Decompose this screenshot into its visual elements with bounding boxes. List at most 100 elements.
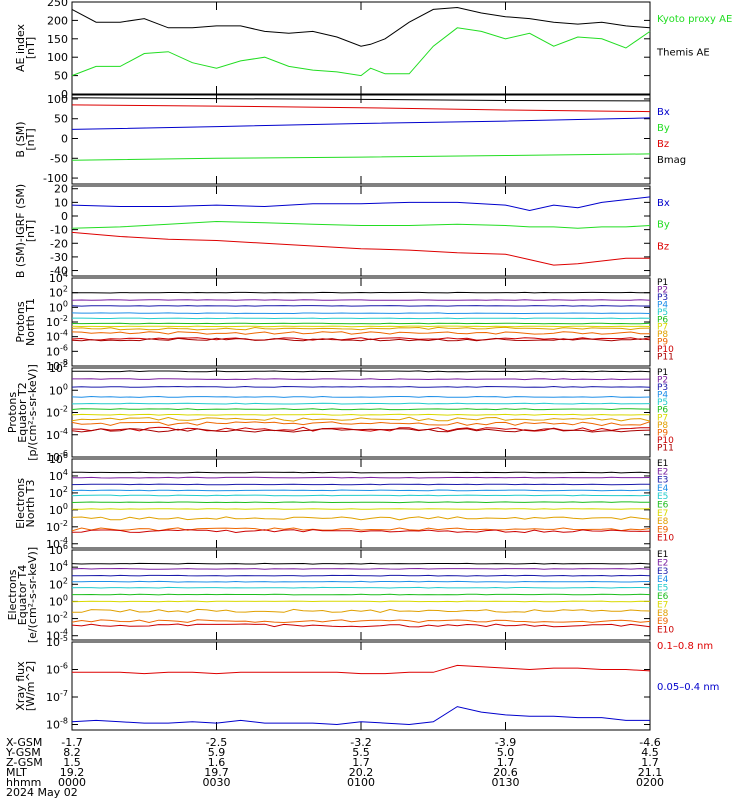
elecN-legend-E4: E4 bbox=[657, 484, 669, 494]
protE-ytick-label: 100 bbox=[49, 382, 68, 397]
elecN-channel-E10 bbox=[71, 529, 651, 534]
protE-legend-P6: P6 bbox=[657, 406, 668, 416]
elecN-ylabel: Electrons bbox=[14, 478, 27, 529]
elecE-channel-E2 bbox=[71, 567, 651, 570]
elecE-legend-E7: E7 bbox=[657, 600, 668, 610]
bsm-ylabel: B (SM) bbox=[14, 121, 27, 157]
bsm-ytick-label: 100 bbox=[47, 93, 68, 106]
footer-value: -2.5 bbox=[206, 736, 227, 749]
footer-value: -1.7 bbox=[61, 736, 82, 749]
bsm-ytick-label: -50 bbox=[50, 152, 68, 165]
bsmigrf-ytick-label: 10 bbox=[54, 196, 68, 209]
footer-value: 0130 bbox=[492, 776, 520, 789]
elecE-channel-E3 bbox=[71, 574, 651, 577]
protN-ytick-label: 100 bbox=[49, 299, 68, 314]
bsmigrf-ytick-label: 0 bbox=[61, 210, 68, 223]
ae-ylabel: AE index bbox=[14, 23, 27, 72]
ae-ytick-label: 200 bbox=[47, 14, 68, 27]
protE-channel-P1 bbox=[71, 370, 651, 373]
protN-channel-P7 bbox=[71, 325, 651, 328]
elecN-channel-E3 bbox=[71, 483, 651, 486]
protN-ylabel: North T1 bbox=[24, 298, 37, 346]
elecE-ytick-label: 102 bbox=[49, 576, 68, 591]
elecE-channel-E8 bbox=[72, 608, 651, 613]
protE-channel-P11 bbox=[71, 428, 651, 433]
footer-value: 0100 bbox=[347, 776, 375, 789]
bsm-series-By bbox=[71, 153, 651, 161]
protE-channel-P9 bbox=[71, 421, 651, 427]
bsm-ytick-label: -100 bbox=[43, 172, 68, 185]
ae-frame bbox=[71, 1, 651, 95]
protE-legend-P8: P8 bbox=[657, 421, 668, 431]
bsmigrf-series-Bx bbox=[71, 196, 651, 212]
elecN-ylabel: North T3 bbox=[24, 480, 37, 528]
footer-value: 1.6 bbox=[208, 756, 226, 769]
footer-value: 5.0 bbox=[497, 746, 515, 759]
protE-channel-P6 bbox=[71, 408, 651, 411]
protE-ytick-label: 10-4 bbox=[46, 427, 68, 442]
footer-value: 20.6 bbox=[493, 766, 518, 779]
footer-label-0: X-GSM bbox=[6, 736, 42, 749]
protN-legend-P8: P8 bbox=[657, 330, 668, 340]
protE-channel-P3 bbox=[71, 385, 651, 388]
elecE-channel-E10 bbox=[71, 623, 651, 628]
footer-value: -3.9 bbox=[495, 736, 516, 749]
protN-channel-P8 bbox=[71, 326, 651, 331]
elecN-legend-E2: E2 bbox=[657, 467, 668, 477]
xray-series-0-1-0-8-nm bbox=[72, 664, 651, 675]
bsmigrf-legend-Bz: Bz bbox=[657, 241, 669, 252]
footer-value: -4.6 bbox=[639, 736, 660, 749]
xray-ylabel: [W/m^2] bbox=[24, 661, 37, 711]
elecE-legend-E4: E4 bbox=[657, 575, 669, 585]
xray-legend-0-1-0-8-nm: 0.1–0.8 nm bbox=[657, 641, 713, 652]
bsmigrf-ylabel: [nT] bbox=[24, 220, 37, 242]
bsmigrf-series-By bbox=[71, 220, 651, 229]
footer-value: 0200 bbox=[636, 776, 664, 789]
footer-value: 19.2 bbox=[60, 766, 85, 779]
elecN-channel-E8 bbox=[71, 516, 651, 521]
elecN-channel-E1 bbox=[72, 471, 651, 474]
protN-legend-P5: P5 bbox=[657, 308, 668, 318]
ae-ytick-label: 250 bbox=[47, 0, 68, 9]
bsmigrf-series-Bz bbox=[71, 231, 650, 266]
bsm-legend-Bz: Bz bbox=[657, 139, 669, 150]
elecN-legend-E5: E5 bbox=[657, 492, 668, 502]
elecN-channel-E5 bbox=[71, 494, 651, 497]
footer-value: 0030 bbox=[203, 776, 231, 789]
protN-ytick-label: 102 bbox=[49, 285, 68, 300]
footer-value: 8.2 bbox=[63, 746, 81, 759]
elecN-ytick-label: 106 bbox=[49, 451, 68, 466]
protN-channel-P4 bbox=[71, 312, 651, 315]
bsm-frame bbox=[71, 94, 651, 185]
elecN-legend-E7: E7 bbox=[657, 509, 668, 519]
protE-legend-P9: P9 bbox=[657, 428, 668, 438]
protE-legend-P1: P1 bbox=[657, 368, 668, 378]
protE-frame bbox=[71, 367, 651, 458]
protE-ylabel: [p/(cm²-s-sr-keV)] bbox=[26, 364, 39, 461]
elecE-legend-E3: E3 bbox=[657, 567, 668, 577]
ae-ylabel: [nT] bbox=[24, 37, 37, 59]
protN-legend-P2: P2 bbox=[657, 286, 668, 296]
xray-ytick-label: 10-7 bbox=[46, 689, 68, 704]
xray-legend-0-05-0-4-nm: 0.05–0.4 nm bbox=[657, 682, 719, 693]
elecE-channel-E5 bbox=[71, 586, 651, 589]
protN-channel-P10 bbox=[71, 337, 651, 341]
bsmigrf-ytick-label: 20 bbox=[54, 183, 68, 196]
protE-channel-P4 bbox=[71, 395, 651, 398]
footer-value: 1.7 bbox=[497, 756, 515, 769]
elecN-channel-E4 bbox=[71, 489, 651, 492]
footer-value: -3.2 bbox=[350, 736, 371, 749]
elecN-channel-E2 bbox=[71, 476, 651, 479]
elecN-ytick-label: 100 bbox=[49, 502, 68, 517]
protE-ylabel: Protons bbox=[6, 392, 19, 433]
footer-label-2: Z-GSM bbox=[6, 756, 43, 769]
elecE-legend-E5: E5 bbox=[657, 584, 668, 594]
protE-channel-P2 bbox=[72, 378, 651, 381]
ae-series-Kyoto-proxy-AE bbox=[71, 27, 651, 77]
protN-ytick-label: 10-2 bbox=[46, 314, 68, 329]
elecE-channel-E6 bbox=[72, 593, 651, 596]
protN-frame bbox=[71, 277, 651, 367]
elecE-legend-E8: E8 bbox=[657, 609, 669, 619]
protN-legend-P4: P4 bbox=[657, 300, 668, 310]
